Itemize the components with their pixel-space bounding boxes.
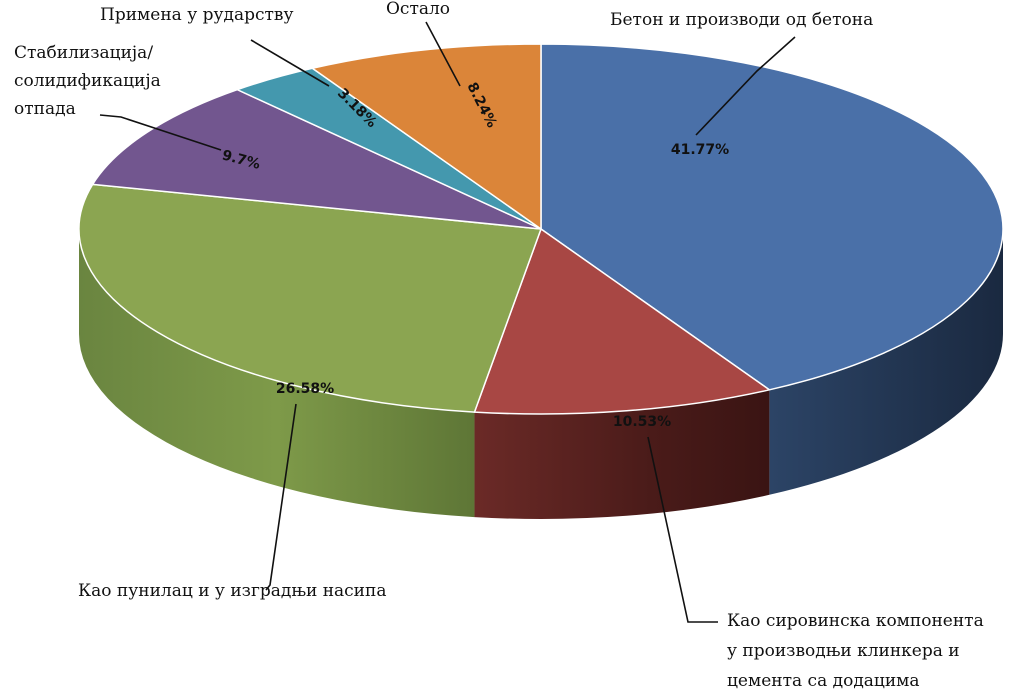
leader-lines — [99, 21, 796, 623]
category-label-1-line-3: цемента са додацима — [727, 671, 920, 691]
category-label-3-line-1: Стабилизација/ — [14, 43, 153, 63]
leader-line-4 — [250, 39, 330, 87]
pie-side-2 — [79, 229, 475, 518]
pie-slice-0 — [540, 43, 1004, 391]
category-label-3-line-3: отпада — [14, 99, 76, 119]
value-label-2: 26.58% — [276, 381, 334, 397]
pie-side-1 — [474, 389, 770, 519]
pie-sides — [79, 229, 1003, 519]
value-label-1: 10.53% — [613, 414, 671, 430]
pie-side-0 — [769, 229, 1003, 495]
pie-slice-2 — [78, 183, 542, 413]
category-label-0: Бетон и производи од бетона — [610, 10, 873, 30]
category-label-5: Остало — [386, 0, 450, 19]
category-label-4: Примена у рударству — [100, 5, 293, 25]
pie-slice-1 — [473, 228, 771, 415]
category-label-2: Као пунилац и у изградњи насипа — [78, 581, 386, 601]
value-label-0: 41.77% — [671, 142, 729, 158]
category-label-3: Стабилизација/ солидификација отпада — [14, 43, 166, 119]
leader-line-5 — [425, 21, 461, 87]
category-labels: Бетон и производи од бетона Као сировинс… — [14, 0, 989, 691]
pie-slice-3 — [91, 88, 542, 230]
pie-slices — [78, 43, 1004, 415]
category-label-3-line-2: солидификација — [14, 71, 161, 91]
category-label-1-line-1: Као сировинска компонента — [727, 611, 984, 631]
category-label-1-line-2: у производњи клинкера и — [727, 641, 960, 661]
leader-line-3 — [99, 114, 222, 151]
pie-slice-5 — [311, 43, 542, 230]
leader-line-0 — [695, 36, 796, 136]
leader-line-2 — [265, 403, 297, 591]
category-label-1: Као сировинска компонента у производњи к… — [727, 611, 989, 691]
leader-line-1 — [647, 436, 718, 623]
